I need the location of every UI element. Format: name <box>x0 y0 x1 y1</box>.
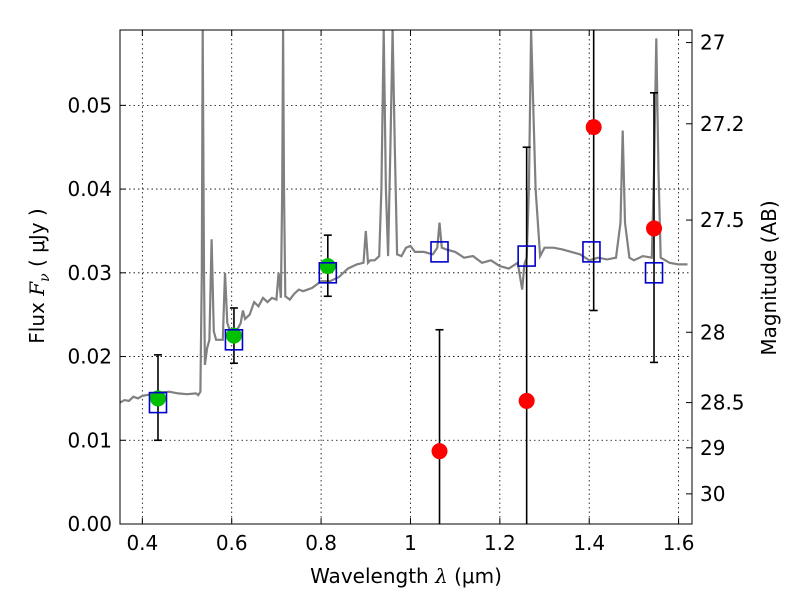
y2-tick-label: 30 <box>700 482 725 506</box>
y-tick-label: 0.03 <box>67 261 112 285</box>
y-tick-label: 0.05 <box>67 93 112 117</box>
y2-tick-label: 28.5 <box>700 391 745 415</box>
x-tick-label: 0.4 <box>126 531 158 555</box>
y-tick-label: 0.00 <box>67 512 112 536</box>
y-axis-label-unit: ( μJy ) <box>25 208 49 273</box>
y-axis-label: Flux Fν ( μJy ) <box>25 208 53 343</box>
detected-flux-point <box>225 327 242 344</box>
model-square-marker <box>517 245 536 267</box>
measured-flux-point <box>585 119 602 136</box>
model-square-marker <box>644 262 664 284</box>
axis-labels: Wavelength λ (μm) Flux Fν ( μJy ) Magnit… <box>25 200 781 588</box>
detected-flux-point <box>319 258 336 275</box>
x-tick-label: 1.6 <box>663 531 695 555</box>
model-square-marker <box>318 262 338 284</box>
y-axis-label-symbol: F <box>25 281 49 297</box>
measured-flux-point <box>646 220 663 237</box>
x-axis-label-symbol: λ <box>434 564 448 588</box>
y-tick-label: 0.01 <box>67 428 112 452</box>
model-square-marker <box>148 391 168 414</box>
y2-tick-label: 27.5 <box>700 208 745 232</box>
y2-tick-label: 27 <box>700 31 725 55</box>
x-tick-label: 1.4 <box>573 531 605 555</box>
y-tick-label: 0.04 <box>67 177 112 201</box>
detected-flux-point <box>149 390 166 407</box>
x-axis-label: Wavelength λ (μm) <box>310 564 502 588</box>
model-square-marker <box>430 241 449 263</box>
model-square-marker <box>224 328 244 351</box>
measured-flux-point <box>518 392 535 409</box>
y2-tick-label: 27.2 <box>700 112 745 136</box>
model-square-marker <box>582 241 601 263</box>
y2-tick-label: 28 <box>700 320 725 344</box>
axis-ticks: 0.4 0.6 0.8 1 1.2 1.4 1.6 0.00 0.01 0.02 0.03 0.04 0… <box>67 30 745 555</box>
grid-lines <box>120 30 692 524</box>
secondary-y-axis-label: Magnitude (AB) <box>757 200 781 355</box>
x-axis-label-text: Wavelength <box>310 564 435 588</box>
spectrum-line <box>120 30 688 404</box>
y-axis-label-subscript: ν <box>37 273 53 282</box>
y-tick-label: 0.02 <box>67 345 112 369</box>
x-tick-label: 1 <box>404 531 417 555</box>
plot-marks <box>120 30 688 524</box>
y-axis-label-text: Flux <box>25 296 49 344</box>
y2-tick-label: 29 <box>700 436 725 460</box>
measured-flux-point <box>431 443 448 460</box>
x-axis-label-unit: (μm) <box>448 564 502 588</box>
x-tick-label: 0.8 <box>305 531 337 555</box>
x-tick-label: 0.6 <box>216 531 248 555</box>
x-tick-label: 1.2 <box>484 531 516 555</box>
plot-frame <box>119 29 693 525</box>
